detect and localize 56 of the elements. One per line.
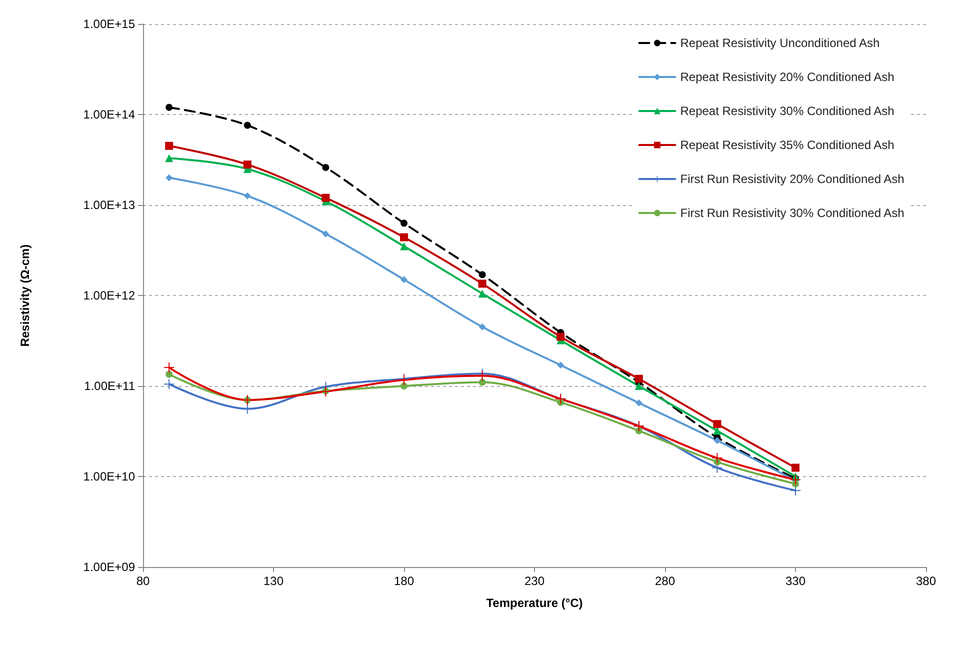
legend-label: Repeat Resistivity 35% Conditioned Ash [680,138,894,152]
y-tick-label: 1.00E+10 [83,470,136,484]
point [634,382,643,390]
y-tick-label: 1.00E+15 [83,17,136,31]
x-tick-label: 80 [136,574,150,588]
x-tick-label: 130 [263,574,284,588]
x-tick-label: 280 [654,574,676,588]
point [556,332,565,341]
point [166,104,173,111]
y-tick-label: 1.00E+12 [83,288,136,302]
legend-label: First Run Resistivity 20% Conditioned Ash [680,172,904,186]
point [478,271,486,278]
y-axis-title: Resistivity (Ω-cm) [18,244,32,347]
point [400,242,408,250]
point [714,436,721,444]
y-tick-label: 1.00E+14 [83,108,136,122]
legend-label: Repeat Resistivity 20% Conditioned Ash [680,70,894,84]
y-tick-label: 1.00E+13 [83,198,136,212]
point [635,427,642,434]
point [478,323,486,330]
y-tick-label: 1.00E+09 [83,560,136,574]
x-axis-title: Temperature (°C) [486,596,583,610]
point [557,362,564,369]
point [244,192,251,200]
point [400,233,408,242]
point [322,194,330,202]
point [400,382,408,390]
y-tick-label: 1.00E+11 [84,379,136,393]
point [792,464,800,472]
point [400,276,408,284]
x-tick-label: 330 [785,574,806,588]
point [322,230,330,238]
point [712,453,722,464]
point [713,420,722,428]
point [478,280,486,288]
point [166,174,173,182]
legend-label: Repeat Resistivity Unconditioned Ash [680,36,880,50]
point [322,164,330,171]
point [478,378,486,386]
point [400,220,408,227]
point [478,290,486,298]
point [165,142,174,150]
point [634,374,643,383]
point [244,122,251,129]
point [243,160,252,169]
legend-label: First Run Resistivity 30% Conditioned Ash [680,206,904,220]
legend-label: Repeat Resistivity 30% Conditioned Ash [680,104,894,118]
point [164,379,174,390]
x-tick-label: 230 [524,574,545,588]
x-tick-label: 380 [916,574,936,588]
x-tick-label: 180 [394,574,414,588]
point [165,154,174,162]
point [635,399,642,406]
point [166,370,173,378]
point [790,474,800,485]
point [164,362,174,373]
